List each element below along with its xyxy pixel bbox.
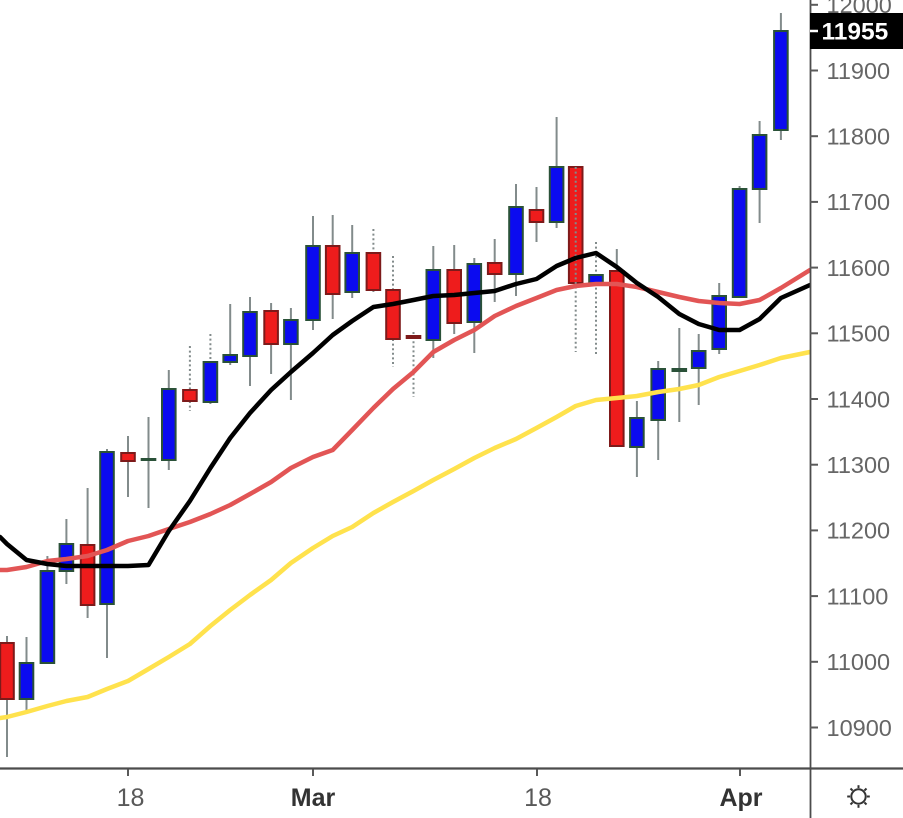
svg-text:18: 18 xyxy=(524,784,552,812)
svg-text:11700: 11700 xyxy=(827,189,891,215)
svg-text:Mar: Mar xyxy=(291,784,336,812)
svg-text:11200: 11200 xyxy=(827,518,891,544)
svg-text:Apr: Apr xyxy=(719,784,762,812)
svg-text:11800: 11800 xyxy=(827,124,891,150)
svg-text:11900: 11900 xyxy=(827,58,891,84)
svg-text:11955: 11955 xyxy=(822,19,889,46)
svg-text:11100: 11100 xyxy=(827,583,889,609)
svg-text:11000: 11000 xyxy=(827,649,891,675)
svg-text:11600: 11600 xyxy=(827,255,891,281)
svg-text:11300: 11300 xyxy=(827,452,891,478)
svg-text:18: 18 xyxy=(117,784,145,812)
svg-text:11500: 11500 xyxy=(827,321,891,347)
svg-text:10900: 10900 xyxy=(827,715,892,741)
svg-text:11400: 11400 xyxy=(827,386,891,412)
